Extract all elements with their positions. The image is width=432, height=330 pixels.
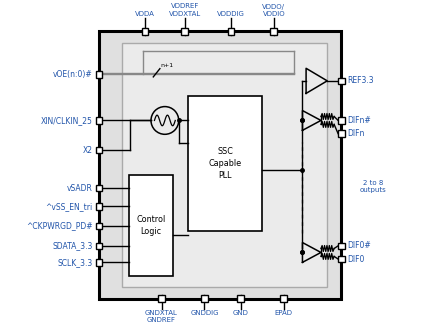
Bar: [95, 147, 102, 153]
Bar: [95, 243, 102, 249]
Text: VDDA: VDDA: [135, 11, 155, 16]
Text: n+1: n+1: [161, 63, 174, 68]
Text: vOE(n:0)#: vOE(n:0)#: [53, 70, 93, 79]
Text: EPAD: EPAD: [275, 310, 292, 316]
Bar: [95, 185, 102, 191]
Text: GNDXTAL
GNDREF: GNDXTAL GNDREF: [145, 310, 178, 323]
Bar: [158, 295, 165, 302]
Bar: [338, 256, 345, 262]
Bar: [142, 28, 148, 35]
Text: SCLK_3.3: SCLK_3.3: [57, 258, 93, 267]
Text: SDATA_3.3: SDATA_3.3: [53, 241, 93, 250]
Bar: [338, 130, 345, 137]
Bar: [338, 78, 345, 84]
Text: VDDDIG: VDDDIG: [217, 11, 245, 16]
Text: vSADR: vSADR: [67, 183, 93, 193]
Text: 2 to 8
outputs: 2 to 8 outputs: [359, 180, 386, 193]
Text: Control
Logic: Control Logic: [136, 215, 165, 236]
Text: DIF0#: DIF0#: [347, 241, 371, 250]
Text: GND: GND: [233, 310, 249, 316]
Text: REF3.3: REF3.3: [347, 76, 374, 85]
Bar: [95, 259, 102, 266]
Text: DIFn: DIFn: [347, 129, 365, 138]
Bar: [181, 28, 188, 35]
Bar: [270, 28, 277, 35]
Text: X2: X2: [83, 146, 93, 155]
Text: XIN/CLKIN_25: XIN/CLKIN_25: [41, 116, 93, 125]
Bar: [95, 203, 102, 210]
Bar: [188, 96, 262, 231]
Bar: [129, 175, 173, 276]
Bar: [338, 117, 345, 124]
Bar: [95, 71, 102, 78]
Text: DIFn#: DIFn#: [347, 116, 371, 125]
Bar: [95, 223, 102, 229]
Text: SSC
Capable
PLL: SSC Capable PLL: [209, 147, 241, 180]
Text: DIF0: DIF0: [347, 254, 365, 264]
Bar: [228, 28, 234, 35]
Bar: [338, 243, 345, 249]
Text: ^vSS_EN_tri: ^vSS_EN_tri: [46, 202, 93, 211]
Text: VDDO/
VDDIO: VDDO/ VDDIO: [262, 4, 285, 17]
Text: VDDREF
VDDXTAL: VDDREF VDDXTAL: [168, 4, 201, 17]
Bar: [99, 31, 341, 299]
Bar: [95, 117, 102, 124]
Bar: [280, 295, 287, 302]
Text: ^CKPWRGD_PD#: ^CKPWRGD_PD#: [26, 221, 93, 231]
Bar: [122, 43, 327, 287]
Bar: [201, 295, 208, 302]
Text: GNDDIG: GNDDIG: [190, 310, 219, 316]
Bar: [238, 295, 244, 302]
